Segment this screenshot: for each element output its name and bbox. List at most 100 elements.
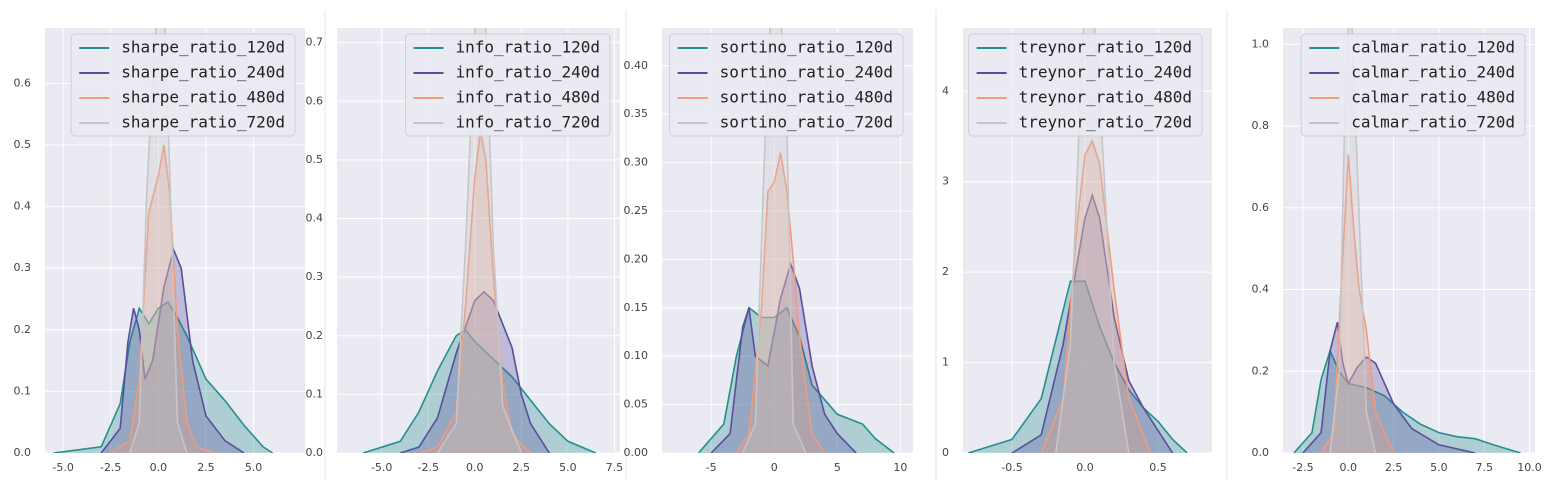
- y-tick-label: 2: [942, 265, 949, 278]
- x-tick-label: -5.0: [371, 461, 392, 474]
- y-tick-label: 0.0: [306, 446, 324, 459]
- x-tick-label: 0.0: [1076, 461, 1094, 474]
- density-line: [1329, 28, 1377, 453]
- x-tick-label: 0.0: [1340, 461, 1358, 474]
- density-line: [968, 280, 1188, 453]
- subplot: -5 0 5 10 0.00 0.05 0.10 0.15 0.20 0.25 0.30 0.35 0.…: [624, 28, 913, 474]
- x-tick-label: 5.0: [559, 461, 577, 474]
- x-tick-label: 7.5: [1475, 461, 1493, 474]
- density-line: [53, 300, 274, 453]
- y-tick-label: 3: [942, 175, 949, 188]
- density-area: [1330, 28, 1376, 453]
- legend-box: [405, 33, 611, 137]
- legend: treynor_ratio_120d treynor_ratio_240dtrey…: [968, 33, 1203, 137]
- y-tick-label: 0.05: [624, 398, 649, 411]
- x-tick-label: 0: [771, 461, 778, 474]
- plot-marks: [1293, 28, 1521, 453]
- legend-label: sortino_ratio_480d: [720, 88, 893, 107]
- legend-label: sortino_ratio_720d: [720, 113, 893, 132]
- legend-label: calmar_ratio_480d: [1351, 88, 1515, 107]
- y-tick-label: 0.1: [14, 384, 32, 397]
- density-line: [1302, 322, 1476, 453]
- density-area: [110, 145, 216, 453]
- density-line: [436, 28, 523, 453]
- density-area: [129, 28, 187, 453]
- x-tick-label: 5.0: [1430, 461, 1448, 474]
- y-tick-label: 0.4: [14, 200, 32, 213]
- legend-label: sortino_ratio_240d: [720, 63, 893, 82]
- subplot: -2.5 0.0 2.5 5.0 7.5 10.0 0.0 0.2 0.4 0.6 0.8 1.0 ca…: [1252, 28, 1542, 474]
- density-area: [736, 152, 825, 453]
- density-line: [741, 28, 807, 453]
- density-area: [363, 329, 596, 453]
- legend-box: [1300, 33, 1526, 137]
- y-tick-label: 0.2: [306, 329, 324, 342]
- x-tick-label: 10.0: [1517, 461, 1542, 474]
- y-tick-label: 0.3: [306, 270, 324, 283]
- y-tick-label: 0.8: [1252, 119, 1270, 132]
- x-tick-label: -0.5: [1001, 461, 1022, 474]
- legend-box: [70, 33, 296, 137]
- x-tick-label: 2.5: [513, 461, 531, 474]
- x-tick-label: 5: [834, 461, 841, 474]
- y-tick-label: 0.30: [624, 156, 649, 169]
- legend-label: info_ratio_120d: [456, 38, 601, 57]
- x-tick-label: -5.0: [52, 461, 73, 474]
- density-line: [362, 328, 597, 453]
- y-tick-label: 0.35: [624, 107, 649, 120]
- subplot: -5.0 -2.5 0.0 2.5 5.0 0.0 0.1 0.2 0.3 0.4 0.5 0.6 sh…: [14, 28, 305, 474]
- legend-label: treynor_ratio_720d: [1019, 113, 1192, 132]
- density-area: [968, 281, 1188, 453]
- plot-marks: [968, 28, 1188, 453]
- density-line: [1293, 348, 1521, 453]
- legend-label: treynor_ratio_480d: [1019, 88, 1192, 107]
- y-tick-label: 0.20: [624, 252, 649, 265]
- density-line: [697, 306, 895, 453]
- x-tick-label: 7.5: [606, 461, 624, 474]
- y-tick-label: 0.2: [1252, 364, 1270, 377]
- y-tick-label: 0.4: [306, 212, 324, 225]
- legend: calmar_ratio_120d calmar_ratio_240dcalmar…: [1300, 33, 1526, 137]
- legend-label: calmar_ratio_120d: [1351, 38, 1515, 57]
- plot-marks: [697, 28, 895, 453]
- legend-label: info_ratio_720d: [456, 113, 601, 132]
- density-area: [1055, 28, 1129, 453]
- legend-label: sharpe_ratio_120d: [121, 38, 285, 57]
- density-area: [1293, 350, 1521, 453]
- density-line: [1320, 154, 1395, 453]
- y-tick-label: 0.2: [14, 323, 32, 336]
- legend: sharpe_ratio_120d sharpe_ratio_240dsharpe…: [70, 33, 296, 137]
- x-tick-label: -5: [706, 461, 717, 474]
- y-tick-label: 0.00: [624, 446, 649, 459]
- density-line: [1040, 138, 1152, 453]
- y-tick-label: 0.0: [1252, 446, 1270, 459]
- legend-label: sharpe_ratio_480d: [121, 88, 285, 107]
- density-line: [400, 290, 550, 453]
- legend-box: [669, 33, 904, 137]
- density-line: [100, 247, 245, 453]
- legend: sortino_ratio_120d sortino_ratio_240dsort…: [669, 33, 904, 137]
- legend-label: info_ratio_480d: [456, 88, 601, 107]
- y-tick-label: 0.7: [306, 36, 324, 49]
- y-tick-label: 0.15: [624, 301, 649, 314]
- density-area: [418, 130, 531, 453]
- legend-label: calmar_ratio_240d: [1351, 63, 1515, 82]
- density-line: [110, 144, 216, 453]
- subplot: -5.0 -2.5 0.0 2.5 5.0 7.5 0.0 0.1 0.2 0.3 0.4 0.5 0.…: [306, 28, 624, 474]
- density-area: [1321, 154, 1394, 453]
- legend-label: sortino_ratio_120d: [720, 38, 893, 57]
- density-area: [101, 249, 244, 453]
- x-tick-label: 5.0: [245, 461, 263, 474]
- density-area: [400, 291, 550, 453]
- x-tick-label: 0.5: [1149, 461, 1167, 474]
- plot-marks: [362, 28, 597, 453]
- x-tick-label: 0.0: [150, 461, 168, 474]
- y-tick-label: 0.5: [14, 138, 32, 151]
- y-tick-label: 0.0: [14, 446, 32, 459]
- y-tick-label: 0: [942, 446, 949, 459]
- legend-box: [968, 33, 1203, 137]
- density-line: [1055, 28, 1130, 453]
- y-tick-label: 0.6: [14, 76, 32, 89]
- density-line: [710, 261, 857, 453]
